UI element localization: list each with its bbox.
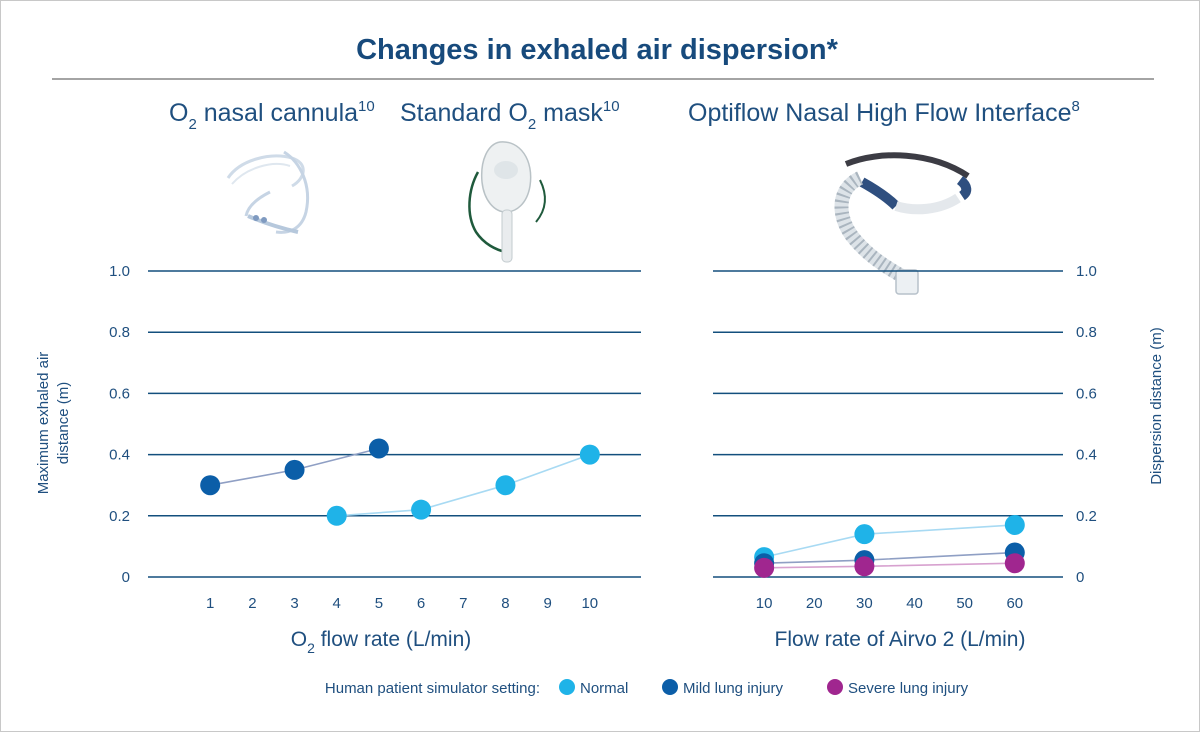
optiflow-interface-icon xyxy=(834,152,972,295)
oxygen-mask-icon xyxy=(468,141,546,263)
left-x-tick-label: 9 xyxy=(543,595,551,612)
right-y-tick-label: 0 xyxy=(1076,569,1084,586)
right-gridlines xyxy=(713,270,1063,578)
right-line-severe-lung-injury xyxy=(764,562,1015,569)
figure-title: Changes in exhaled air dispersion* xyxy=(356,34,839,66)
chart-o2-flow: 1.0 0.8 0.6 0.4 0.2 0 1 2 3 4 5 6 7 8 9 10 Maximum exh… xyxy=(35,263,641,656)
left-y-tick-label: 1.0 xyxy=(109,263,130,280)
legend-label: Human patient simulator setting: xyxy=(325,680,540,697)
right-y-tick-label: 0.2 xyxy=(1076,508,1097,525)
left-y-tick-label: 0.2 xyxy=(109,508,130,525)
right-point-severe-lung-injury xyxy=(1004,553,1025,574)
right-y-tick-label: 1.0 xyxy=(1076,263,1097,280)
left-x-tick-label: 3 xyxy=(290,595,298,612)
header-optiflow: Optiflow Nasal High Flow Interface8 xyxy=(688,98,1080,127)
left-line-normal xyxy=(336,453,591,517)
chart-airvo-flow: 1.0 0.8 0.6 0.4 0.2 0 10 20 30 40 50 60 Dispersion… xyxy=(713,263,1165,651)
left-x-tick-label: 6 xyxy=(417,595,425,612)
right-x-tick-label: 50 xyxy=(956,595,973,612)
left-y-tick-label: 0.4 xyxy=(109,447,130,464)
left-x-tick-label: 4 xyxy=(333,595,341,612)
header-standard-mask: Standard O2 mask10 xyxy=(400,98,620,133)
right-point-normal xyxy=(1004,514,1025,535)
left-y-tick-label: 0.6 xyxy=(109,385,130,402)
left-y-ticks: 1.0 0.8 0.6 0.4 0.2 0 xyxy=(109,263,130,586)
right-point-severe-lung-injury xyxy=(754,557,775,578)
legend: Human patient simulator setting: Normal … xyxy=(325,679,969,697)
left-x-axis-title: O2 flow rate (L/min) xyxy=(291,628,472,656)
legend-item-mild: Mild lung injury xyxy=(683,680,784,697)
left-y-axis-title-line1: Maximum exhaled air xyxy=(35,352,52,495)
left-x-ticks: 1 2 3 4 5 6 7 8 9 10 xyxy=(206,595,598,612)
legend-marker-mild xyxy=(662,679,678,695)
nasal-cannula-icon xyxy=(226,150,309,234)
left-x-tick-label: 7 xyxy=(459,595,467,612)
right-y-axis-title: Dispersion distance (m) xyxy=(1148,327,1165,485)
right-y-tick-label: 0.8 xyxy=(1076,324,1097,341)
left-gridlines xyxy=(148,270,641,578)
right-series xyxy=(754,514,1025,578)
left-x-tick-label: 5 xyxy=(375,595,383,612)
left-x-tick-label: 2 xyxy=(248,595,256,612)
left-y-tick-label: 0 xyxy=(122,569,130,586)
legend-item-severe: Severe lung injury xyxy=(848,680,969,697)
right-line-normal xyxy=(763,524,1015,558)
legend-item-normal: Normal xyxy=(580,680,628,697)
right-x-ticks: 10 20 30 40 50 60 xyxy=(756,595,1023,612)
left-point-normal xyxy=(495,475,516,496)
right-x-tick-label: 60 xyxy=(1006,595,1023,612)
left-point-mild-lung-injury xyxy=(200,475,221,496)
right-x-tick-label: 10 xyxy=(756,595,773,612)
right-line-mild-lung-injury xyxy=(764,551,1015,565)
left-x-tick-label: 8 xyxy=(501,595,509,612)
left-point-normal xyxy=(326,505,347,526)
legend-marker-severe xyxy=(827,679,843,695)
left-y-tick-label: 0.8 xyxy=(109,324,130,341)
left-x-tick-label: 1 xyxy=(206,595,214,612)
header-nasal-cannula: O2 nasal cannula10 xyxy=(169,98,375,133)
left-series xyxy=(200,438,600,526)
left-x-tick-label: 10 xyxy=(581,595,598,612)
right-point-severe-lung-injury xyxy=(854,556,875,577)
right-y-ticks: 1.0 0.8 0.6 0.4 0.2 0 xyxy=(1076,263,1097,586)
right-y-tick-label: 0.6 xyxy=(1076,385,1097,402)
right-x-axis-title: Flow rate of Airvo 2 (L/min) xyxy=(775,628,1026,651)
right-x-tick-label: 30 xyxy=(856,595,873,612)
left-point-mild-lung-injury xyxy=(284,459,305,480)
left-point-normal xyxy=(579,444,600,465)
legend-marker-normal xyxy=(559,679,575,695)
right-x-tick-label: 40 xyxy=(906,595,923,612)
left-point-mild-lung-injury xyxy=(368,438,389,459)
left-point-normal xyxy=(411,499,432,520)
right-point-normal xyxy=(854,524,875,545)
right-y-tick-label: 0.4 xyxy=(1076,447,1097,464)
right-x-tick-label: 20 xyxy=(806,595,823,612)
left-y-axis-title-line2: distance (m) xyxy=(55,382,72,465)
